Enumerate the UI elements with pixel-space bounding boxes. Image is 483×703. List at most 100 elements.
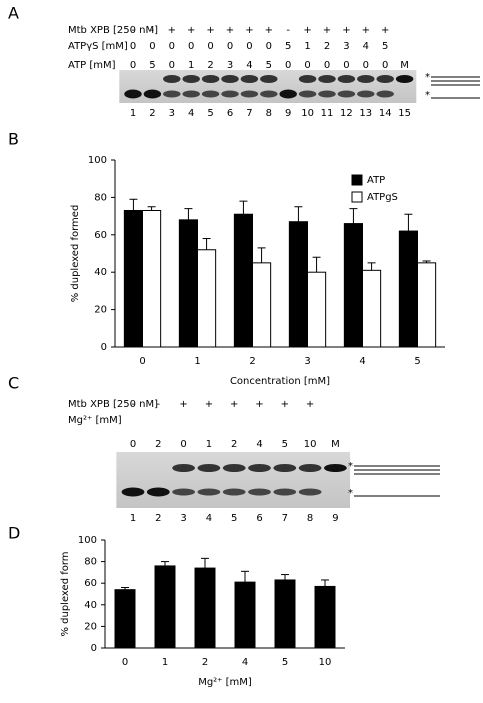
x-tick-label: 10 <box>319 657 332 668</box>
band-lower <box>318 90 336 98</box>
band-upper <box>182 75 200 83</box>
bar <box>274 579 296 649</box>
x-axis-label: Concentration [mM] <box>230 376 330 387</box>
row-label: Mtb XPB [250 nM] <box>68 25 158 36</box>
bar <box>343 223 364 348</box>
lane-cell: + <box>205 399 213 410</box>
bar <box>314 585 336 649</box>
lane-cell: 4 <box>246 60 252 71</box>
lane-number: 5 <box>207 108 213 119</box>
band-upper <box>395 75 414 83</box>
lane-cell: 1 <box>206 439 212 450</box>
lane-number: 3 <box>169 108 175 119</box>
marker: * <box>348 488 353 499</box>
band-upper <box>222 464 246 472</box>
band-upper <box>324 464 347 472</box>
lane-cell: 0 <box>227 41 233 52</box>
band-lower <box>298 488 322 496</box>
x-tick-label: 1 <box>194 356 200 367</box>
x-tick-label: 5 <box>414 356 420 367</box>
row-label: Mg²⁺ [mM] <box>68 415 122 426</box>
y-tick-label: 100 <box>88 155 107 166</box>
lane-cell: 0 <box>130 439 136 450</box>
x-tick-label: 3 <box>304 356 310 367</box>
lane-cell: 0 <box>188 41 194 52</box>
band-lower <box>221 90 239 98</box>
legend-label: ATPgS <box>367 192 398 203</box>
panel-label: D <box>8 524 20 543</box>
bar <box>154 565 176 649</box>
band-lower <box>182 90 200 98</box>
y-tick-label: 100 <box>78 535 97 546</box>
lane-cell: 2 <box>324 41 330 52</box>
x-tick-label: 0 <box>139 356 145 367</box>
x-tick-label: 2 <box>249 356 255 367</box>
lane-number: 13 <box>359 108 372 119</box>
band-upper <box>221 75 239 83</box>
bar <box>178 219 199 348</box>
bar <box>362 269 382 348</box>
lane-number: 9 <box>285 108 291 119</box>
lane-cell: + <box>230 399 238 410</box>
lane-cell: 0 <box>324 60 330 71</box>
bar <box>417 262 437 348</box>
band-upper <box>318 75 336 83</box>
lane-cell: + <box>265 25 273 36</box>
lane-cell: 10 <box>304 439 317 450</box>
band-lower <box>121 487 145 497</box>
x-tick-label: 0 <box>122 657 128 668</box>
marker: * <box>425 72 430 83</box>
x-tick-label: 2 <box>202 657 208 668</box>
lane-cell: 0 <box>382 60 388 71</box>
lane-cell: 0 <box>130 60 136 71</box>
lane-number: 12 <box>340 108 353 119</box>
lane-cell: 0 <box>246 41 252 52</box>
lane-number: 5 <box>231 513 237 524</box>
marker: * <box>348 461 353 472</box>
lane-cell: 5 <box>382 41 388 52</box>
lane-cell: + <box>303 25 311 36</box>
band-upper <box>163 75 181 83</box>
band-lower <box>143 89 162 99</box>
x-tick-label: 4 <box>242 657 248 668</box>
band-upper <box>273 464 297 472</box>
lane-cell: + <box>306 399 314 410</box>
lane-cell: 2 <box>207 60 213 71</box>
lane-number: 14 <box>379 108 392 119</box>
lane-cell: 0 <box>180 439 186 450</box>
panel-label: C <box>8 374 19 393</box>
gel <box>119 70 417 103</box>
panel-label: A <box>8 4 19 23</box>
band-lower <box>201 90 220 98</box>
lane-number: 11 <box>321 108 334 119</box>
bar <box>233 213 254 348</box>
lane-cell: + <box>281 399 289 410</box>
lane-cell: 0 <box>169 60 175 71</box>
lane-cell: + <box>179 399 187 410</box>
y-tick-label: 60 <box>94 230 107 241</box>
lane-number: 2 <box>155 513 161 524</box>
band-lower <box>197 488 221 496</box>
band-lower <box>260 90 278 98</box>
x-tick-label: 5 <box>282 657 288 668</box>
lane-cell: + <box>362 25 370 36</box>
lane-cell: - <box>131 399 135 410</box>
band-lower <box>124 89 142 99</box>
y-tick-label: 0 <box>91 643 97 654</box>
lane-cell: 0 <box>207 41 213 52</box>
y-tick-label: 60 <box>84 578 97 589</box>
row-label: Mtb XPB [250 nM] <box>68 399 158 410</box>
lane-cell: 5 <box>149 60 155 71</box>
lane-cell: 1 <box>304 41 310 52</box>
y-tick-label: 80 <box>94 192 107 203</box>
panel-label: B <box>8 130 19 149</box>
bar <box>142 209 162 348</box>
band-lower <box>298 90 317 98</box>
lane-cell: 0 <box>285 60 291 71</box>
lane-number: 6 <box>256 513 262 524</box>
lane-cell: 3 <box>343 41 349 52</box>
y-tick-label: 40 <box>84 600 97 611</box>
bar <box>307 271 327 348</box>
lane-cell: 4 <box>363 41 369 52</box>
lane-cell: - <box>151 25 155 36</box>
